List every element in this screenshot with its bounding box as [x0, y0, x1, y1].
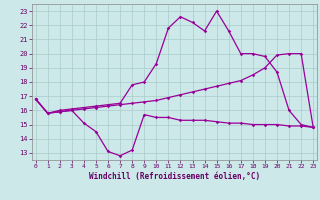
X-axis label: Windchill (Refroidissement éolien,°C): Windchill (Refroidissement éolien,°C) [89, 172, 260, 181]
